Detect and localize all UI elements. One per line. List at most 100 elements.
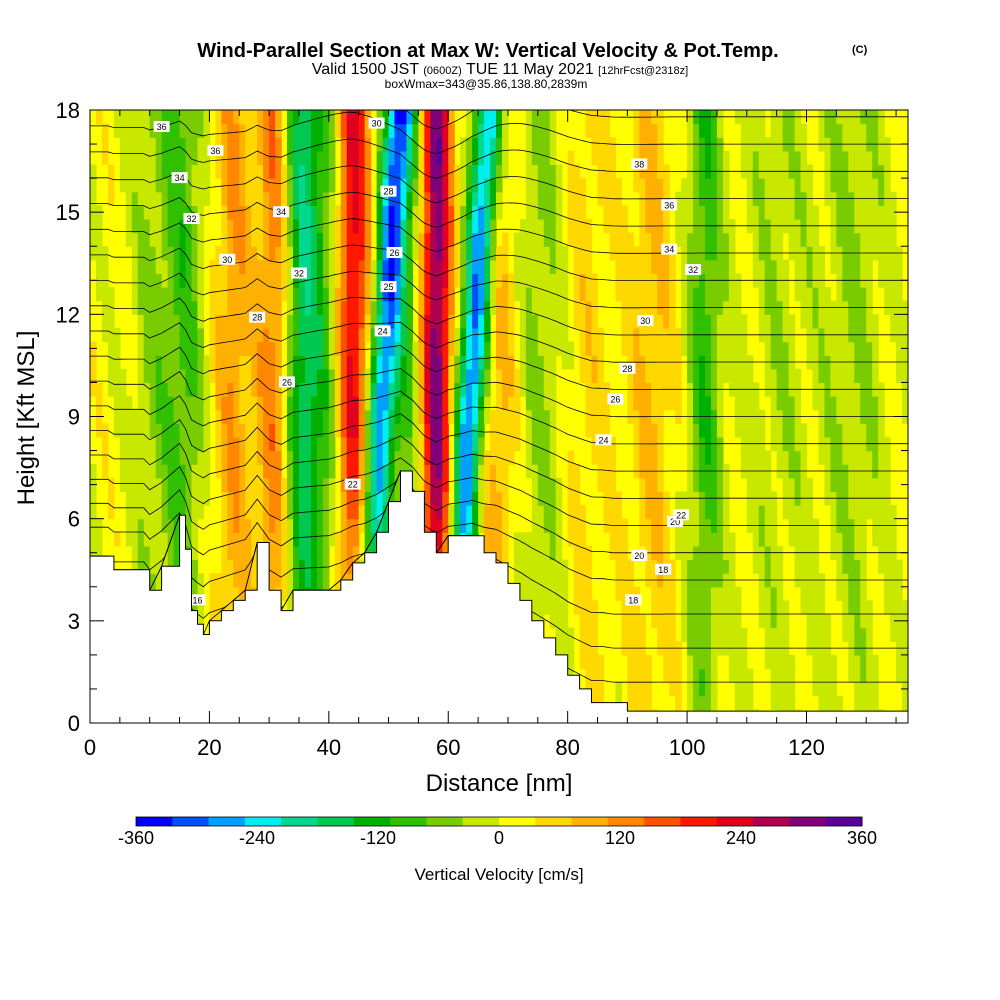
velocity-cell xyxy=(304,178,312,193)
velocity-cell xyxy=(131,518,139,533)
velocity-cell xyxy=(161,341,169,356)
velocity-cell xyxy=(848,287,855,302)
velocity-cell xyxy=(890,259,897,275)
velocity-cell xyxy=(645,123,652,138)
velocity-cell xyxy=(233,287,240,302)
velocity-cell xyxy=(322,396,330,411)
velocity-cell xyxy=(167,327,175,343)
velocity-cell xyxy=(287,464,294,479)
velocity-cell xyxy=(585,300,593,315)
velocity-cell xyxy=(191,600,199,615)
velocity-cell xyxy=(328,382,336,397)
velocity-cell xyxy=(442,382,449,397)
velocity-cell xyxy=(340,355,348,370)
velocity-cell xyxy=(149,450,157,465)
velocity-cell xyxy=(537,573,545,588)
velocity-cell xyxy=(848,600,855,615)
velocity-cell xyxy=(496,178,503,193)
velocity-cell xyxy=(293,232,300,247)
velocity-cell xyxy=(322,110,330,125)
theta-contour-line xyxy=(90,413,908,472)
velocity-cell xyxy=(143,300,151,315)
velocity-cell xyxy=(251,300,258,315)
velocity-cell xyxy=(454,232,461,247)
velocity-cell xyxy=(149,110,157,125)
velocity-cell xyxy=(281,477,288,493)
velocity-cell xyxy=(478,491,485,506)
velocity-cell xyxy=(555,532,563,547)
velocity-cell xyxy=(454,355,461,370)
velocity-cell xyxy=(704,423,712,438)
velocity-cell xyxy=(352,341,360,356)
velocity-cell xyxy=(424,205,431,220)
velocity-cell xyxy=(448,355,455,370)
velocity-cell xyxy=(400,355,408,370)
velocity-cell xyxy=(90,491,97,506)
velocity-cell xyxy=(233,314,240,329)
velocity-cell xyxy=(448,232,455,247)
velocity-cell xyxy=(298,477,306,493)
velocity-cell xyxy=(860,586,867,601)
velocity-cell xyxy=(496,246,503,261)
velocity-cell xyxy=(388,382,396,397)
velocity-cell xyxy=(233,396,240,411)
velocity-cell xyxy=(842,505,849,520)
velocity-cell xyxy=(704,287,712,302)
velocity-cell xyxy=(197,232,205,247)
theta-contour-label-bg xyxy=(219,253,236,265)
velocity-cell xyxy=(860,396,867,411)
velocity-cell xyxy=(191,150,199,166)
velocity-cell xyxy=(310,436,318,452)
velocity-cell xyxy=(221,505,228,520)
velocity-cell xyxy=(185,464,193,479)
velocity-cell xyxy=(95,532,103,547)
velocity-cell xyxy=(645,205,652,220)
velocity-cell xyxy=(287,123,294,138)
velocity-cell xyxy=(537,586,545,601)
velocity-cell xyxy=(472,259,479,275)
velocity-cell xyxy=(878,259,885,275)
velocity-cell xyxy=(430,246,437,261)
velocity-cell xyxy=(722,205,730,220)
velocity-cell xyxy=(90,178,97,193)
velocity-cell xyxy=(561,586,569,601)
velocity-cell xyxy=(788,668,796,683)
velocity-cell xyxy=(633,627,640,642)
velocity-cell xyxy=(328,287,336,302)
velocity-cell xyxy=(245,382,252,397)
velocity-cell xyxy=(442,232,449,247)
velocity-cell xyxy=(388,287,396,302)
velocity-cell xyxy=(298,150,306,166)
velocity-cell xyxy=(531,464,539,479)
velocity-cell xyxy=(376,368,384,384)
velocity-cell xyxy=(848,559,855,574)
velocity-cell xyxy=(191,505,199,520)
velocity-cell xyxy=(567,191,575,206)
velocity-cell xyxy=(675,341,682,356)
velocity-cell xyxy=(185,259,193,275)
velocity-cell xyxy=(609,505,617,520)
velocity-cell xyxy=(406,300,414,315)
velocity-cell xyxy=(872,668,879,683)
velocity-cell xyxy=(484,232,491,247)
velocity-cell xyxy=(645,477,652,493)
velocity-cell xyxy=(490,409,497,424)
velocity-cell xyxy=(872,477,879,493)
velocity-cell xyxy=(501,532,509,547)
velocity-cell xyxy=(621,600,628,615)
velocity-cell xyxy=(782,205,790,220)
velocity-cell xyxy=(710,368,718,384)
velocity-cell xyxy=(125,464,133,479)
velocity-cell xyxy=(293,532,300,547)
velocity-cell xyxy=(179,287,187,302)
velocity-cell xyxy=(221,559,228,574)
velocity-cell xyxy=(430,491,437,506)
velocity-cell xyxy=(699,123,706,138)
velocity-cell xyxy=(472,341,479,356)
velocity-cell xyxy=(155,573,163,588)
velocity-cell xyxy=(179,450,187,465)
velocity-cell xyxy=(531,505,539,520)
velocity-cell xyxy=(239,518,246,533)
velocity-cell xyxy=(364,314,372,329)
velocity-cell xyxy=(245,423,252,438)
